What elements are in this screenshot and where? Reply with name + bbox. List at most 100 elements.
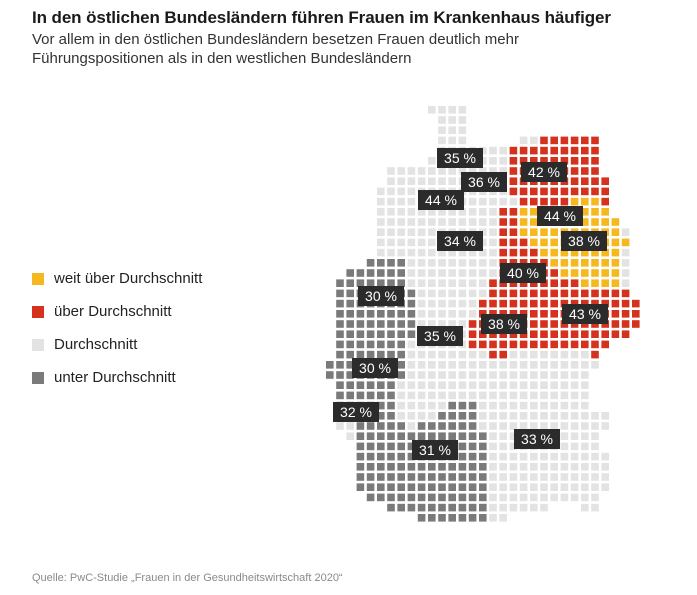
region-value-label-box — [418, 190, 464, 210]
map-cell — [479, 483, 487, 491]
map-cell — [509, 299, 518, 308]
map-cell — [468, 361, 477, 369]
map-cell — [601, 422, 609, 430]
map-cell — [621, 269, 630, 277]
map-cell — [540, 371, 548, 379]
map-cell — [458, 514, 467, 522]
map-cell — [489, 514, 497, 522]
map-cell — [458, 463, 467, 471]
map-cell — [519, 371, 528, 379]
map-cell — [479, 452, 487, 461]
map-cell — [438, 136, 446, 145]
map-cell — [397, 310, 405, 318]
map-cell — [479, 259, 487, 267]
map-cell — [448, 320, 456, 328]
map-cell — [438, 381, 446, 389]
map-cell — [591, 208, 599, 216]
map-cell — [458, 116, 467, 124]
map-cell — [417, 493, 426, 502]
map-cell — [621, 238, 630, 247]
map-cell — [591, 157, 599, 165]
map-cell — [417, 473, 426, 481]
map-cell — [438, 248, 446, 257]
map-cell — [407, 432, 416, 440]
map-cell — [540, 228, 548, 236]
map-cell — [356, 391, 365, 400]
map-cell — [407, 248, 416, 257]
map-cell — [550, 279, 558, 287]
map-cell — [601, 218, 609, 226]
map-cell — [479, 208, 487, 216]
map-cell — [336, 391, 344, 400]
map-cell — [560, 289, 569, 298]
map-cell — [366, 483, 375, 491]
map-cell — [468, 371, 477, 379]
map-cell — [417, 269, 426, 277]
map-cell — [468, 167, 477, 175]
map-cell — [479, 340, 487, 349]
map-cell — [509, 361, 518, 369]
map-cell — [356, 320, 365, 328]
map-cell — [479, 514, 487, 522]
map-cell — [570, 361, 579, 369]
map-cell — [499, 412, 507, 420]
map-cell — [581, 218, 589, 226]
map-cell — [377, 320, 385, 328]
map-cell — [581, 330, 589, 338]
map-cell — [489, 228, 497, 236]
map-cell — [366, 463, 375, 471]
map-cell — [428, 238, 436, 247]
region-value-label: 36 % — [461, 172, 507, 192]
map-cell — [519, 157, 528, 165]
map-cell — [417, 299, 426, 308]
map-cell — [489, 208, 497, 216]
map-cell — [448, 401, 456, 410]
map-cell — [479, 412, 487, 420]
map-cell — [377, 473, 385, 481]
map-cell — [438, 289, 446, 298]
map-cell — [387, 432, 395, 440]
map-cell — [591, 503, 599, 512]
map-cell — [417, 279, 426, 287]
map-cell — [407, 330, 416, 338]
region-value-text: 40 % — [507, 265, 539, 281]
map-cell — [377, 228, 385, 236]
region-value-label-box — [437, 148, 483, 168]
map-cell — [387, 463, 395, 471]
region-value-label: 30 % — [352, 358, 398, 378]
map-cell — [489, 167, 497, 175]
map-cell — [550, 299, 558, 308]
map-cell — [468, 442, 477, 451]
map-cell — [611, 299, 620, 308]
map-cell — [438, 320, 446, 328]
map-cell — [387, 320, 395, 328]
map-cell — [468, 463, 477, 471]
map-cell — [377, 340, 385, 349]
map-cell — [489, 269, 497, 277]
map-cell — [499, 146, 507, 155]
map-cell — [581, 167, 589, 175]
map-cell — [417, 361, 426, 369]
map-cell — [468, 218, 477, 226]
map-cell — [377, 422, 385, 430]
map-cell — [479, 381, 487, 389]
map-cell — [417, 381, 426, 389]
map-cell — [417, 310, 426, 318]
map-cell — [407, 167, 416, 175]
map-cell — [387, 187, 395, 196]
map-cell — [519, 146, 528, 155]
map-cell — [468, 279, 477, 287]
map-cell — [570, 473, 579, 481]
map-cell — [366, 320, 375, 328]
map-cell — [448, 218, 456, 226]
map-cell — [530, 228, 538, 236]
map-cell — [417, 259, 426, 267]
map-cell — [458, 442, 467, 451]
map-cell — [581, 412, 589, 420]
map-cell — [591, 361, 599, 369]
map-cell — [448, 473, 456, 481]
map-cell — [509, 248, 518, 257]
map-cell — [601, 248, 609, 257]
region-value-label: 43 % — [562, 304, 608, 324]
map-cell — [550, 320, 558, 328]
